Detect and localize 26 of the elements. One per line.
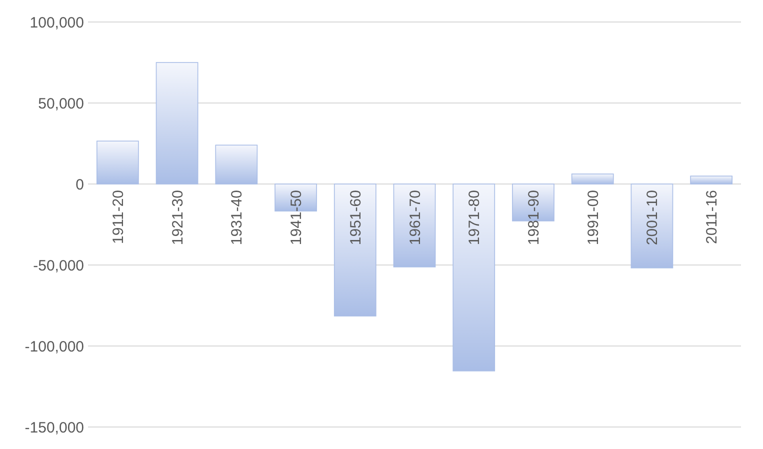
bar [156, 62, 198, 184]
x-tick-label: 1931-40 [228, 190, 246, 246]
y-tick-label: -150,000 [24, 419, 84, 436]
bar [452, 184, 496, 372]
y-tick-label: -100,000 [24, 338, 84, 356]
y-tick-label: -50,000 [33, 257, 84, 274]
x-tick-label: 1991-00 [584, 190, 602, 246]
x-tick-label: 1941-50 [288, 190, 306, 246]
y-tick-label: 50,000 [38, 95, 84, 112]
bar [571, 174, 614, 184]
y-tick-label: 100,000 [30, 14, 84, 32]
bar [690, 176, 732, 184]
bar [215, 144, 258, 184]
bar [334, 184, 376, 316]
x-tick-label: 1961-70 [406, 190, 424, 246]
y-tick-label: 0 [76, 176, 84, 194]
x-tick-label: 1981-90 [525, 190, 542, 246]
bar [630, 184, 674, 268]
x-tick-label: 2001-10 [644, 190, 662, 246]
x-tick-label: 2011-16 [704, 190, 721, 244]
x-tick-label: 1971-80 [466, 190, 484, 246]
x-tick-label: 1921-30 [169, 190, 186, 246]
x-tick-label: 1951-60 [347, 190, 364, 246]
bar [96, 140, 139, 184]
x-tick-label: 1911-20 [110, 190, 127, 244]
bar [393, 184, 436, 268]
